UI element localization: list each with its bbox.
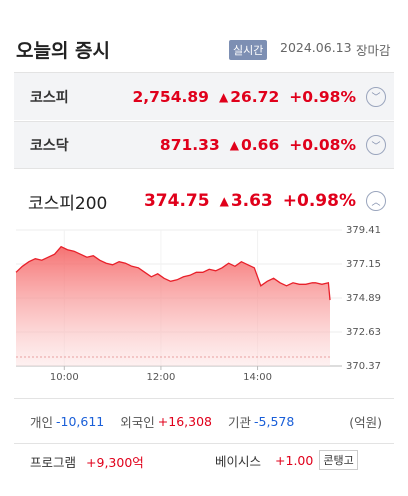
- index-percent: +0.98%: [289, 87, 356, 106]
- investor-value: -10,611: [56, 413, 105, 429]
- up-icon: ▲: [219, 194, 229, 208]
- index-name: 코스피200: [28, 193, 108, 214]
- index-chart: 379.41 377.15 374.89 372.63 370.37 10:00 12:00…: [15, 225, 381, 383]
- index-name: 코스피: [30, 89, 69, 106]
- x-tick-label: 12:00: [147, 372, 176, 383]
- basis-row: 베이시스 +1.00 콘탱고: [215, 450, 358, 470]
- investor-value: +16,308: [157, 413, 212, 429]
- basis-label: 베이시스: [215, 453, 262, 469]
- index-value: 871.33: [159, 136, 220, 154]
- x-tick-label: 10:00: [50, 372, 79, 383]
- index-value: 2,754.89: [132, 87, 209, 106]
- basis-value: +1.00: [275, 452, 314, 468]
- expand-button[interactable]: ﹀: [366, 135, 386, 155]
- index-row[interactable]: 코스피200 374.75 ▲ 3.63 +0.98% ︿: [14, 177, 394, 225]
- contango-button[interactable]: 콘탱고: [319, 450, 358, 470]
- expand-button[interactable]: ﹀: [366, 86, 386, 107]
- date: 2024.06.13: [280, 40, 352, 55]
- x-tick-label: 14:00: [243, 372, 272, 383]
- up-icon: ▲: [218, 89, 229, 104]
- line: [15, 245, 331, 301]
- market-status: 장마감: [356, 43, 391, 58]
- index-percent: +0.08%: [289, 136, 356, 154]
- area: [16, 246, 330, 366]
- investor-label: 외국인: [120, 414, 155, 430]
- index-name: 코스닥: [30, 138, 69, 154]
- index-change: 26.72: [230, 87, 280, 106]
- index-change: 3.63: [230, 191, 273, 211]
- program-value: +9,300억: [86, 455, 144, 470]
- index-change: 0.66: [240, 136, 280, 154]
- up-icon: ▲: [229, 138, 239, 152]
- y-tick-label: 370.37: [346, 361, 381, 372]
- y-tick-label: 374.89: [346, 293, 381, 304]
- unit: (억원): [349, 414, 382, 430]
- collapse-button[interactable]: ︿: [366, 191, 386, 211]
- index-row[interactable]: 코스닥 871.33 ▲ 0.66 +0.08% ﹀: [14, 121, 394, 169]
- index-row[interactable]: 코스피 2,754.89 ▲ 26.72 +0.98% ﹀: [14, 72, 394, 120]
- investor-value: -5,578: [254, 413, 295, 429]
- y-tick-label: 372.63: [346, 327, 381, 338]
- program-label: 프로그램: [30, 455, 77, 470]
- widget-title: 오늘의 증시: [16, 40, 111, 62]
- index-percent: +0.98%: [282, 191, 356, 211]
- investor-row: 개인 -10,611 외국인 +16,308 기관 -5,578 (억원): [14, 398, 394, 444]
- y-tick-label: 377.15: [346, 259, 381, 270]
- y-tick-label: 379.41: [346, 225, 381, 236]
- investor-label: 개인: [30, 414, 54, 430]
- realtime-badge: 실시간: [229, 40, 268, 60]
- index-value: 374.75: [143, 191, 210, 211]
- investor-label: 기관: [228, 414, 252, 430]
- program-row: 프로그램 +9,300억: [30, 452, 144, 471]
